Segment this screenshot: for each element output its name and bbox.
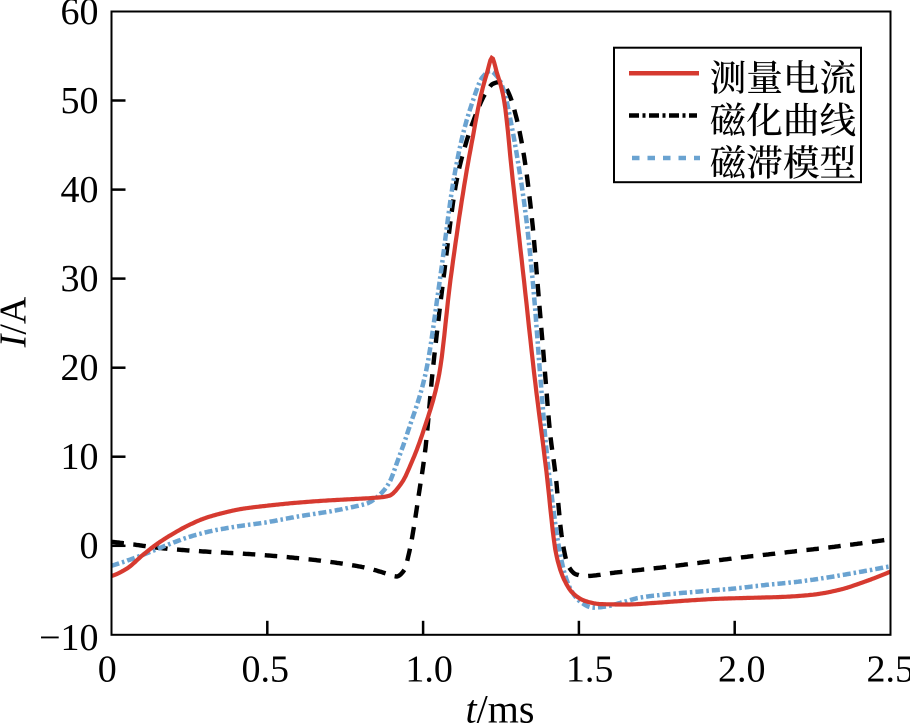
svg-text:0.5: 0.5 <box>242 649 290 691</box>
svg-text:−10: −10 <box>39 617 98 659</box>
svg-text:40: 40 <box>61 169 99 211</box>
svg-text:t/ms: t/ms <box>466 687 535 723</box>
svg-text:1.0: 1.0 <box>405 649 453 691</box>
svg-text:0: 0 <box>80 525 99 567</box>
svg-text:2.0: 2.0 <box>718 649 766 691</box>
svg-text:2.5: 2.5 <box>866 649 910 691</box>
svg-text:60: 60 <box>61 0 99 33</box>
svg-text:10: 10 <box>61 436 99 478</box>
svg-text:50: 50 <box>61 80 99 122</box>
svg-text:1.5: 1.5 <box>566 649 614 691</box>
svg-text:20: 20 <box>61 347 99 389</box>
svg-text:I/A: I/A <box>0 296 35 348</box>
svg-text:0: 0 <box>98 649 117 691</box>
svg-text:30: 30 <box>61 258 99 300</box>
